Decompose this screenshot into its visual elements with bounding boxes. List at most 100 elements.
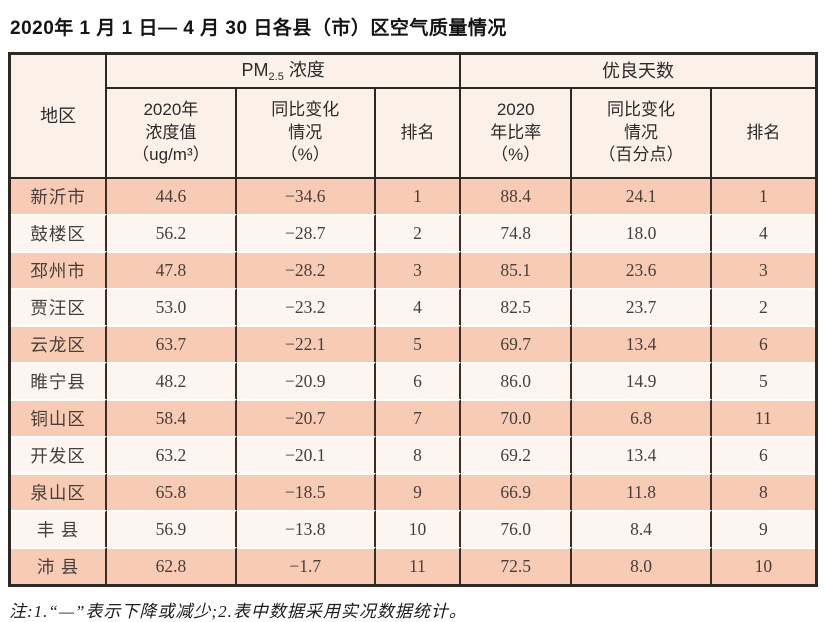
pm25-value-cell: 56.9	[107, 510, 237, 547]
region-cell: 铜山区	[11, 399, 108, 436]
pm25-label-subscript: 2.5	[268, 70, 284, 83]
air-quality-table: 地区 PM2.5 浓度 优良天数 2020年 浓度值 （ug/m³） 同比变化 情…	[8, 52, 818, 587]
pm25-value-cell: 63.2	[107, 436, 237, 473]
gooddays-ratio-cell: 74.8	[461, 214, 573, 251]
pm25-change-cell: −1.7	[236, 547, 376, 584]
pm25-rank-cell: 8	[375, 436, 462, 473]
pm25-change-cell: −28.7	[236, 214, 376, 251]
pm25-rank-cell: 4	[375, 288, 462, 325]
column-header-ratio: 2020 年比率 （%）	[461, 89, 573, 179]
pm25-value-cell: 56.2	[107, 214, 237, 251]
gooddays-rank-cell: 6	[711, 436, 815, 473]
gooddays-rank-cell: 8	[711, 473, 815, 510]
region-cell: 新沂市	[11, 179, 108, 214]
table-body: 新沂市 44.6 −34.6 1 88.4 24.1 1 鼓楼区 56.2 −2…	[11, 179, 815, 584]
table-row: 邳州市 47.8 −28.2 3 85.1 23.6 3	[11, 251, 815, 288]
pm25-value-cell: 48.2	[107, 362, 237, 399]
gooddays-change-cell: 14.9	[572, 362, 712, 399]
pm25-value-cell: 53.0	[107, 288, 237, 325]
table-row: 睢宁县 48.2 −20.9 6 86.0 14.9 5	[11, 362, 815, 399]
gooddays-ratio-cell: 82.5	[461, 288, 573, 325]
gooddays-ratio-cell: 85.1	[461, 251, 573, 288]
pm25-value-cell: 58.4	[107, 399, 237, 436]
region-cell: 泉山区	[11, 473, 108, 510]
gooddays-change-cell: 23.7	[572, 288, 712, 325]
pm25-change-cell: −28.2	[236, 251, 376, 288]
pm25-change-cell: −20.9	[236, 362, 376, 399]
gooddays-change-cell: 24.1	[572, 179, 712, 214]
table-row: 云龙区 63.7 −22.1 5 69.7 13.4 6	[11, 325, 815, 362]
table-row: 泉山区 65.8 −18.5 9 66.9 11.8 8	[11, 473, 815, 510]
pm25-rank-cell: 7	[375, 399, 462, 436]
gooddays-rank-cell: 2	[711, 288, 815, 325]
column-group-pm25: PM2.5 浓度	[107, 55, 462, 89]
region-cell: 开发区	[11, 436, 108, 473]
pm25-change-cell: −13.8	[236, 510, 376, 547]
gooddays-ratio-cell: 69.2	[461, 436, 573, 473]
table-row: 开发区 63.2 −20.1 8 69.2 13.4 6	[11, 436, 815, 473]
column-header-ratio-change: 同比变化 情况 （百分点）	[572, 89, 712, 179]
pm25-value-cell: 65.8	[107, 473, 237, 510]
gooddays-change-cell: 13.4	[572, 325, 712, 362]
gooddays-rank-cell: 1	[711, 179, 815, 214]
gooddays-ratio-cell: 66.9	[461, 473, 573, 510]
gooddays-change-cell: 6.8	[572, 399, 712, 436]
gooddays-ratio-cell: 76.0	[461, 510, 573, 547]
table-row: 丰 县 56.9 −13.8 10 76.0 8.4 9	[11, 510, 815, 547]
gooddays-change-cell: 8.0	[572, 547, 712, 584]
column-header-concentration: 2020年 浓度值 （ug/m³）	[107, 89, 237, 179]
region-cell: 贾汪区	[11, 288, 108, 325]
gooddays-ratio-cell: 86.0	[461, 362, 573, 399]
region-cell: 沛 县	[11, 547, 108, 584]
gooddays-rank-cell: 9	[711, 510, 815, 547]
pm25-rank-cell: 10	[375, 510, 462, 547]
table-row: 铜山区 58.4 −20.7 7 70.0 6.8 11	[11, 399, 815, 436]
pm25-label-prefix: PM	[241, 59, 269, 80]
table-header: 地区 PM2.5 浓度 优良天数 2020年 浓度值 （ug/m³） 同比变化 情…	[11, 55, 815, 179]
pm25-label-suffix: 浓度	[288, 59, 325, 80]
pm25-value-cell: 63.7	[107, 325, 237, 362]
table-footnote: 注:1.“—”表示下降或减少;2.表中数据采用实况数据统计。	[9, 602, 467, 621]
gooddays-rank-cell: 11	[711, 399, 815, 436]
pm25-change-cell: −23.2	[236, 288, 376, 325]
gooddays-rank-cell: 5	[711, 362, 815, 399]
pm25-change-cell: −20.7	[236, 399, 376, 436]
gooddays-ratio-cell: 88.4	[461, 179, 573, 214]
table-row: 贾汪区 53.0 −23.2 4 82.5 23.7 2	[11, 288, 815, 325]
gooddays-change-cell: 18.0	[572, 214, 712, 251]
gooddays-ratio-cell: 72.5	[461, 547, 573, 584]
pm25-change-cell: −34.6	[236, 179, 376, 214]
pm25-change-cell: −20.1	[236, 436, 376, 473]
pm25-rank-cell: 6	[375, 362, 462, 399]
pm25-value-cell: 47.8	[107, 251, 237, 288]
gooddays-rank-cell: 4	[711, 214, 815, 251]
pm25-change-cell: −18.5	[236, 473, 376, 510]
gooddays-change-cell: 8.4	[572, 510, 712, 547]
column-header-days-rank: 排名	[711, 89, 815, 179]
column-header-concentration-change: 同比变化 情况 （%）	[236, 89, 376, 179]
gooddays-rank-cell: 10	[711, 547, 815, 584]
region-cell: 鼓楼区	[11, 214, 108, 251]
pm25-rank-cell: 2	[375, 214, 462, 251]
pm25-rank-cell: 9	[375, 473, 462, 510]
region-cell: 邳州市	[11, 251, 108, 288]
gooddays-ratio-cell: 70.0	[461, 399, 573, 436]
pm25-rank-cell: 3	[375, 251, 462, 288]
pm25-value-cell: 62.8	[107, 547, 237, 584]
gooddays-rank-cell: 6	[711, 325, 815, 362]
column-group-good-days: 优良天数	[461, 55, 815, 89]
pm25-rank-cell: 11	[375, 547, 462, 584]
gooddays-ratio-cell: 69.7	[461, 325, 573, 362]
region-cell: 云龙区	[11, 325, 108, 362]
column-header-region: 地区	[11, 55, 108, 179]
pm25-change-cell: −22.1	[236, 325, 376, 362]
table-row: 沛 县 62.8 −1.7 11 72.5 8.0 10	[11, 547, 815, 584]
column-header-pm25-rank: 排名	[375, 89, 462, 179]
page-title: 2020年 1 月 1 日— 4 月 30 日各县（市）区空气质量情况	[10, 18, 507, 39]
gooddays-change-cell: 13.4	[572, 436, 712, 473]
pm25-rank-cell: 1	[375, 179, 462, 214]
region-cell: 丰 县	[11, 510, 108, 547]
table-row: 鼓楼区 56.2 −28.7 2 74.8 18.0 4	[11, 214, 815, 251]
pm25-rank-cell: 5	[375, 325, 462, 362]
gooddays-rank-cell: 3	[711, 251, 815, 288]
